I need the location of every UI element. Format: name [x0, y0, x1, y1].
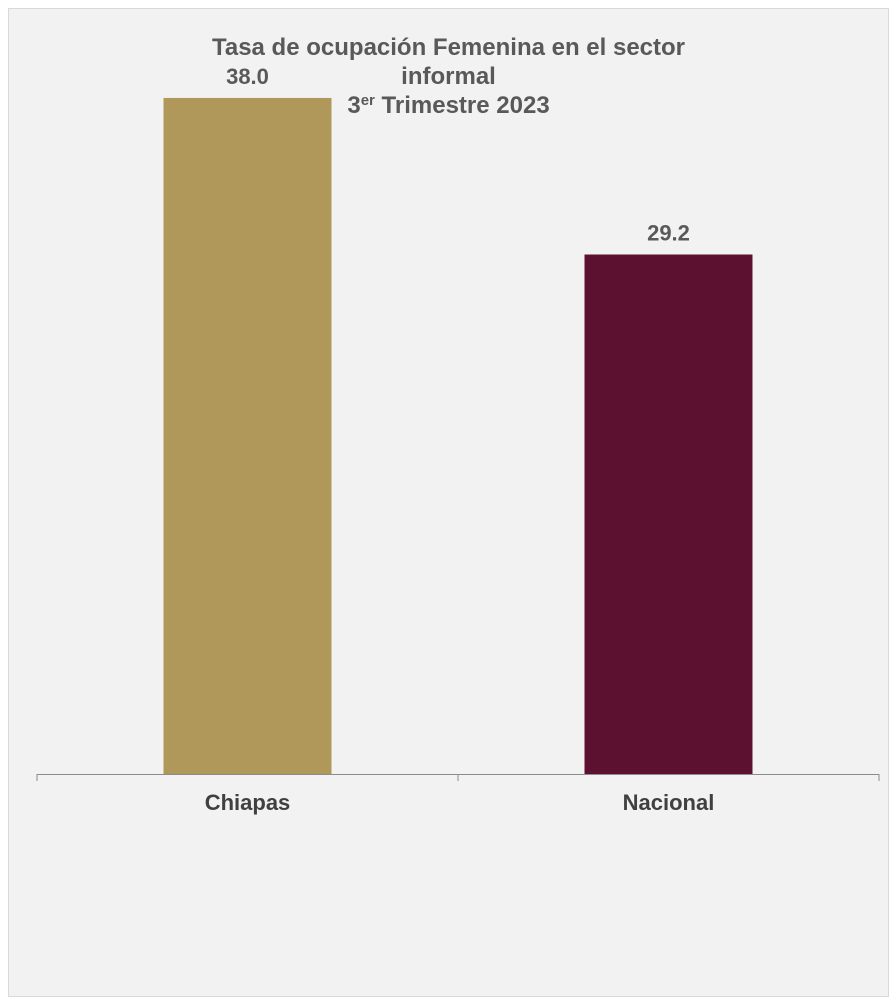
chart-title-line-3: 3er Trimestre 2023	[9, 91, 888, 120]
chart-title-line-2: informal	[401, 63, 496, 90]
chart-title-period: Trimestre 2023	[374, 92, 550, 119]
chart-title-ordinal-suffix: er	[360, 92, 375, 109]
data-label-chiapas: 38.0	[226, 64, 269, 89]
chart-title-quarter-number: 3	[347, 92, 361, 119]
chart-title-line-1: Tasa de ocupación Femenina en el sector	[211, 34, 686, 61]
bar-chiapas	[163, 97, 332, 774]
chart-title: Tasa de ocupación Femenina en el sector …	[9, 33, 888, 120]
chart-frame: Tasa de ocupación Femenina en el sector …	[8, 8, 889, 997]
category-label-chiapas: Chiapas	[205, 790, 291, 815]
category-label-nacional: Nacional	[623, 790, 715, 815]
bar-nacional	[584, 254, 753, 775]
bar-chart-plot: 38.0 Chiapas 29.2 Nacional	[36, 64, 880, 815]
data-label-nacional: 29.2	[647, 221, 690, 246]
